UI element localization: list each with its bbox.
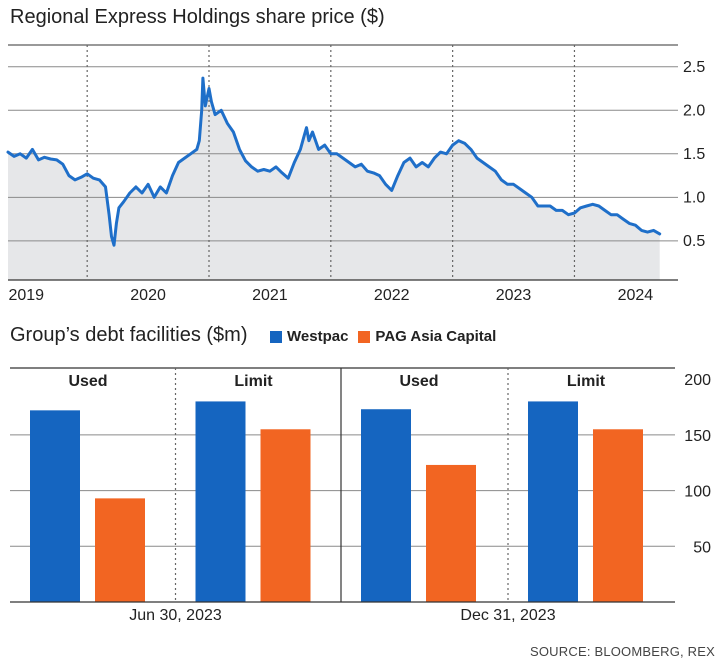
price-area [8,78,660,280]
group-label: Used [399,373,438,390]
legend-swatch-pag [358,330,371,343]
bar-westpac [30,410,80,602]
bar-pag [95,498,145,602]
legend-item-westpac: Westpac [270,328,348,345]
y-tick-label: 2.0 [683,102,705,119]
bar-westpac [528,401,578,602]
group-label: Limit [567,373,606,390]
bar-westpac [361,409,411,602]
legend-item-pag: PAG Asia Capital [358,328,496,345]
group-label: Used [68,373,107,390]
y-tick-label: 1.0 [683,189,705,206]
bar-pag [260,429,311,602]
legend-swatch-westpac [270,330,282,343]
share-price-chart: 2.5 2.0 1.5 1.0 0.5 2019 2020 2021 2022 2023 2024 [6,44,705,304]
x-tick-label: 2019 [8,287,44,304]
bar-pag [593,429,643,602]
bar-y-tick-label: 100 [684,484,711,501]
bar-y-tick-label: 50 [693,539,711,556]
y-tick-label: 0.5 [683,233,705,250]
group-label: Limit [234,373,273,390]
legend-label-pag: PAG Asia Capital [375,328,497,345]
y-tick-label: 2.5 [683,59,705,76]
x-tick-label: 2024 [618,287,654,304]
panel-label: Jun 30, 2023 [129,607,222,624]
x-tick-label: 2022 [374,287,410,304]
source-note: SOURCE: BLOOMBERG, REX [530,644,715,659]
debt-facilities-title: Group’s debt facilities ($m) [10,324,248,346]
x-tick-label: 2021 [252,287,288,304]
x-tick-label: 2020 [130,287,166,304]
legend-label-westpac: Westpac [287,328,349,345]
y-tick-label: 1.5 [683,146,705,163]
share-price-title: Regional Express Holdings share price ($… [10,6,385,28]
bar-westpac [195,401,246,602]
bar-pag [426,464,476,602]
price-line [6,76,662,247]
panel-label: Dec 31, 2023 [460,607,555,624]
bar-y-tick-label: 150 [684,428,711,445]
bar-legend: Westpac PAG Asia Capital [270,328,506,345]
x-tick-label: 2023 [496,287,532,304]
bar-y-tick-label: 200 [684,372,711,389]
